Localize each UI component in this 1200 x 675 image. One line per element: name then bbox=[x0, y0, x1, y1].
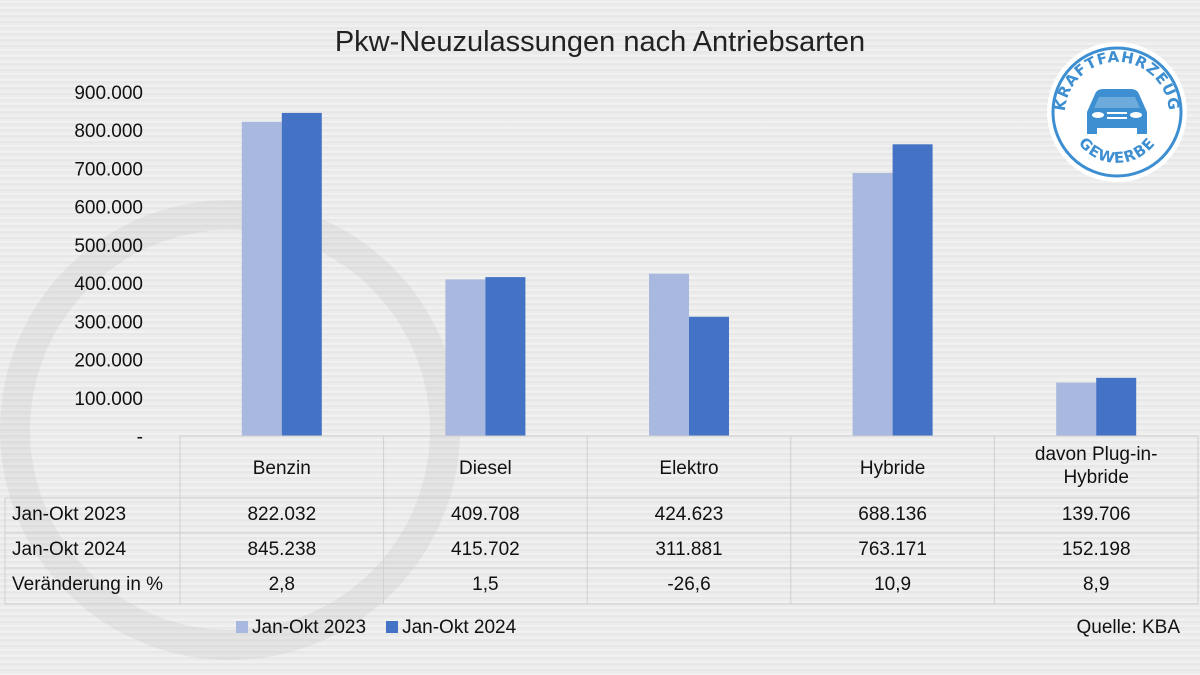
table-cell: 424.623 bbox=[654, 504, 724, 525]
source-note: Quelle: KBA bbox=[1076, 617, 1181, 638]
table-cell: 688.136 bbox=[858, 504, 927, 525]
legend-item-2024: Jan-Okt 2024 bbox=[386, 617, 516, 639]
y-tick-label: 700.000 bbox=[74, 159, 143, 180]
bar-2023 bbox=[1056, 382, 1097, 436]
table-cell: 10,9 bbox=[874, 574, 912, 595]
y-tick-label: 900.000 bbox=[74, 83, 143, 104]
table-cell: 415.702 bbox=[451, 539, 520, 560]
table-cell: 8,9 bbox=[1082, 574, 1110, 595]
bar-2024 bbox=[1096, 377, 1137, 436]
bar-2024 bbox=[892, 144, 933, 437]
table-row-label: Jan-Okt 2023 bbox=[12, 504, 127, 525]
category-label: Elektro bbox=[659, 458, 719, 479]
y-tick-label: 100.000 bbox=[74, 389, 143, 410]
legend-label: Jan-Okt 2023 bbox=[252, 617, 367, 638]
chart-title: Pkw-Neuzulassungen nach Antriebsarten bbox=[334, 26, 866, 58]
table-row-label: Veränderung in % bbox=[12, 574, 164, 595]
legend-label: Jan-Okt 2024 bbox=[402, 617, 517, 638]
table-cell: 139.706 bbox=[1061, 504, 1131, 525]
y-tick-label: - bbox=[137, 427, 143, 448]
bar-2024 bbox=[689, 316, 729, 436]
table-cell: 2,8 bbox=[268, 574, 295, 595]
category-label: Diesel bbox=[458, 458, 512, 479]
table-cell: -26,6 bbox=[667, 574, 711, 595]
table-cell: 822.032 bbox=[247, 504, 317, 525]
legend-swatch bbox=[236, 621, 248, 633]
category-label: Benzin bbox=[252, 458, 311, 479]
bar-2023 bbox=[649, 273, 689, 436]
category-label: davon Plug-in-Hybride bbox=[1034, 444, 1158, 488]
y-tick-label: 500.000 bbox=[74, 236, 143, 257]
bar-2024 bbox=[281, 112, 322, 437]
bar-2024 bbox=[485, 277, 526, 436]
bar-2023 bbox=[445, 279, 486, 436]
table-row-label: Jan-Okt 2024 bbox=[12, 539, 127, 560]
table-cell: 1,5 bbox=[472, 574, 499, 595]
table-cell: 311.881 bbox=[655, 539, 723, 560]
y-tick-label: 400.000 bbox=[74, 274, 143, 295]
bar-2023 bbox=[241, 121, 282, 437]
y-tick-label: 200.000 bbox=[74, 351, 143, 372]
legend: Jan-Okt 2023 Jan-Okt 2024 bbox=[236, 617, 516, 639]
table-cell: 845.238 bbox=[247, 539, 317, 560]
y-tick-label: 800.000 bbox=[74, 121, 143, 142]
legend-swatch bbox=[386, 621, 399, 633]
table-cell: 152.198 bbox=[1061, 539, 1131, 560]
y-tick-label: 600.000 bbox=[74, 198, 143, 219]
kraftfahrzeug-gewerbe-logo: KRAFTFAHRZEUG GEWERBE bbox=[1047, 42, 1187, 182]
table-cell: 763.171 bbox=[858, 539, 927, 560]
bar-2023 bbox=[852, 172, 893, 436]
y-tick-label: 300.000 bbox=[74, 312, 143, 333]
category-label: Hybride bbox=[859, 458, 926, 479]
table-cell: 409.708 bbox=[451, 504, 520, 525]
legend-item-2023: Jan-Okt 2023 bbox=[236, 617, 366, 639]
